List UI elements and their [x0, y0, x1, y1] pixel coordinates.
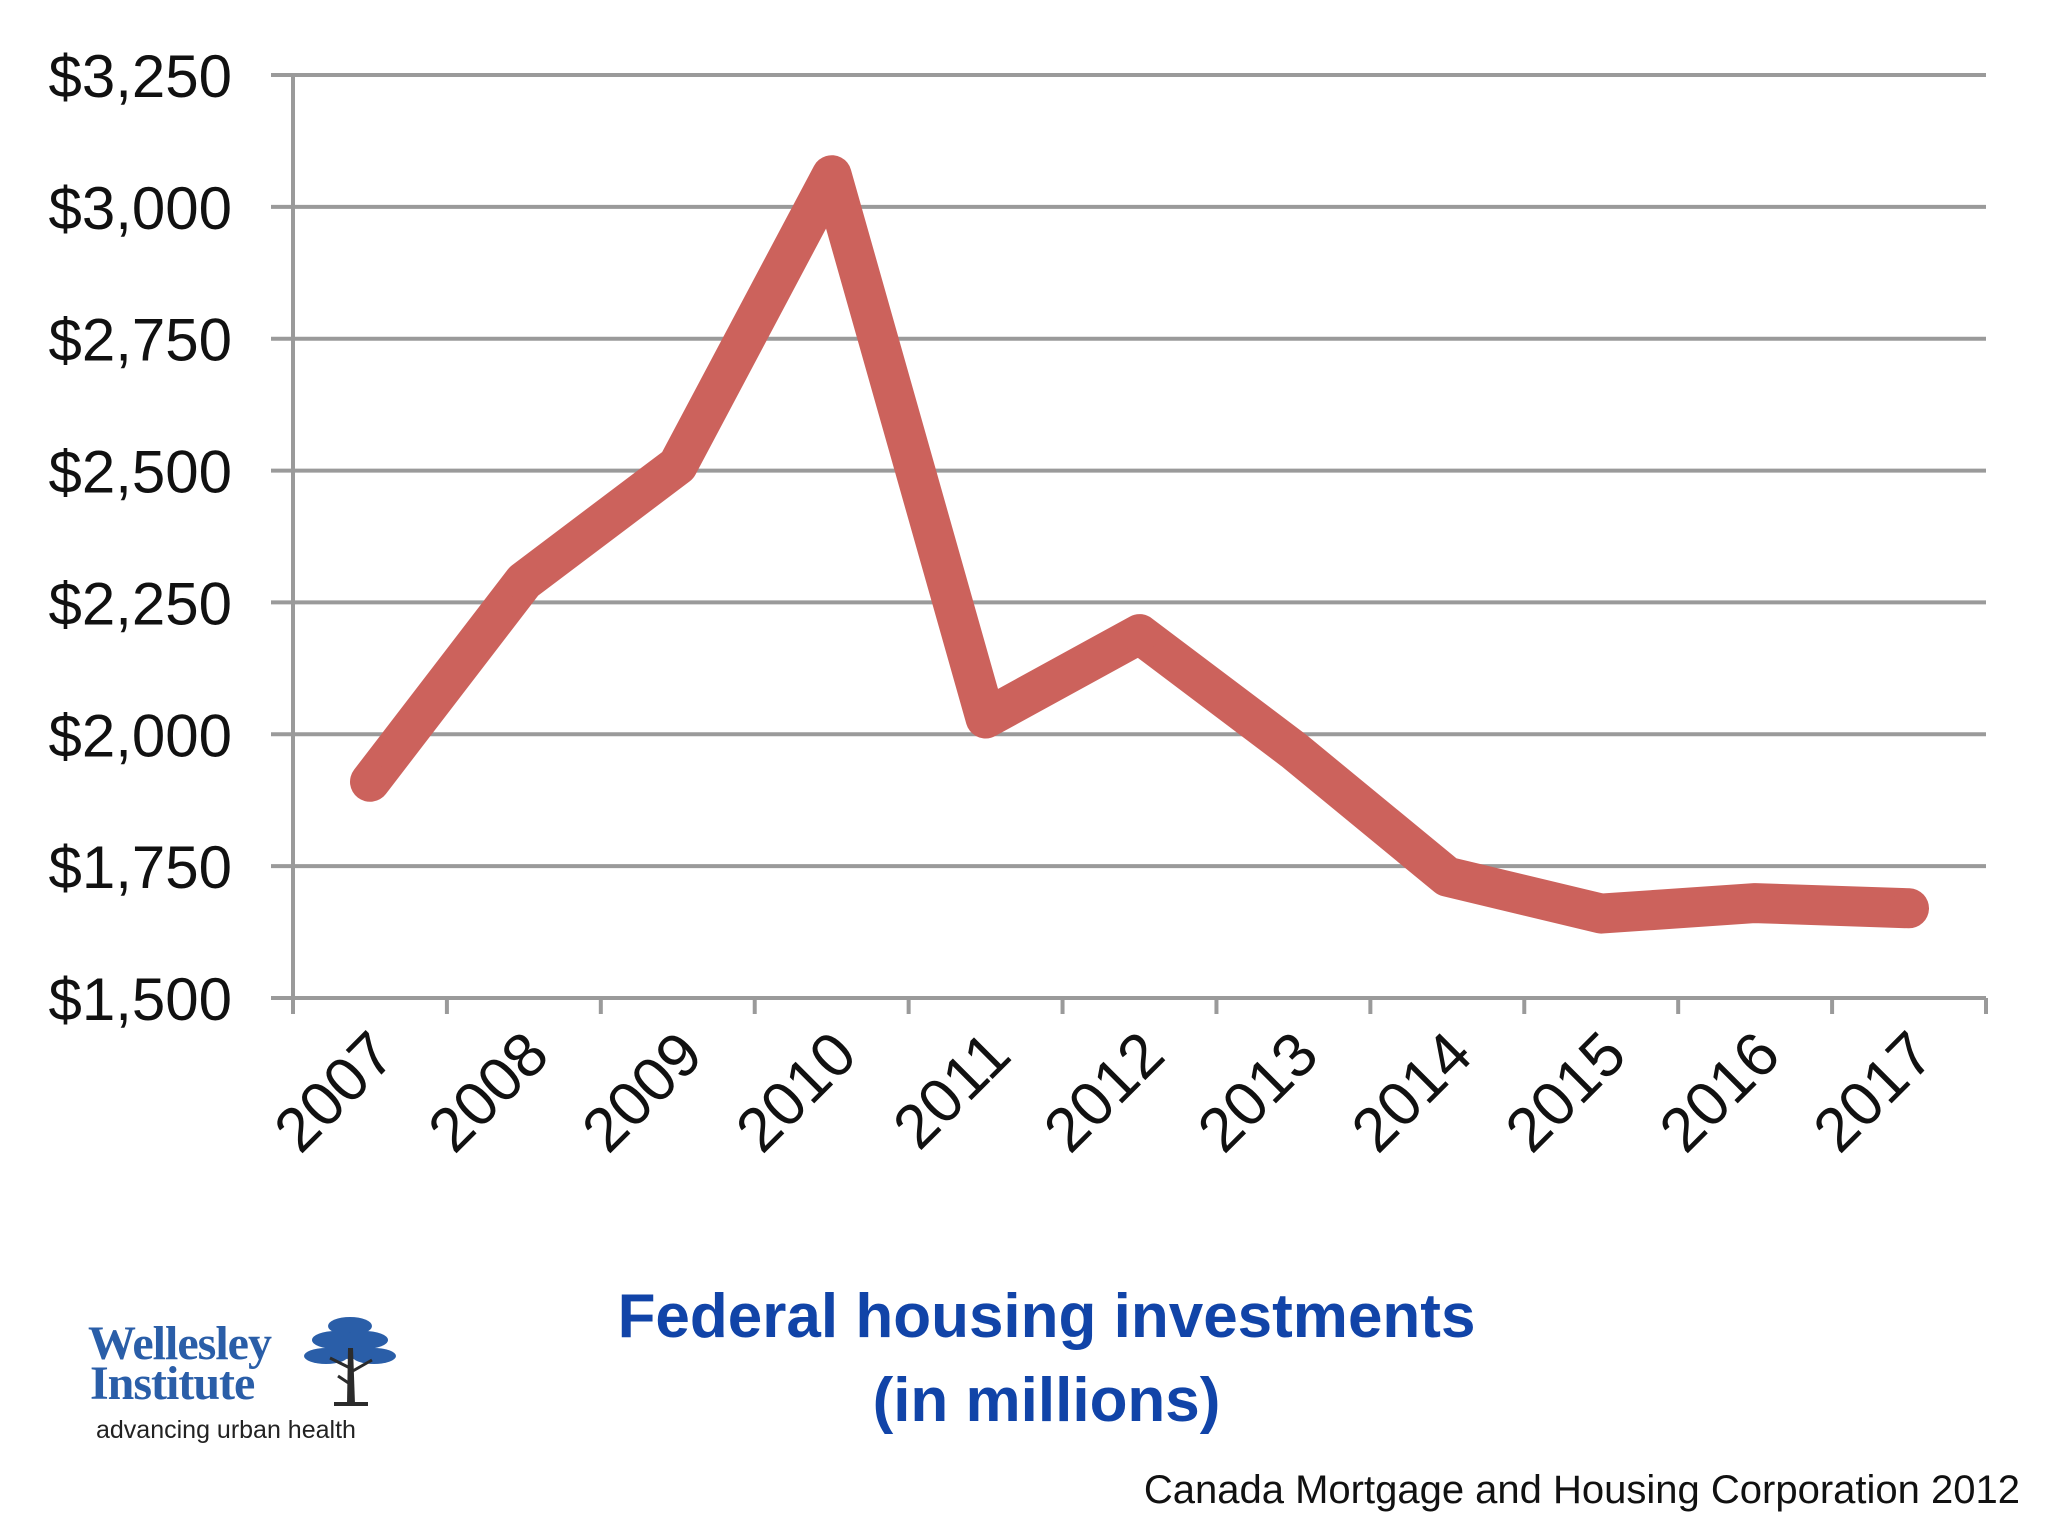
gridlines [293, 73, 1986, 869]
chart-title-line-1: Federal housing investments [617, 1282, 1476, 1351]
data-point [1120, 615, 1159, 654]
axes [271, 73, 1988, 1014]
x-tick-label: 2017 [1801, 1019, 1947, 1165]
source-credit: Canada Mortgage and Housing Corporation … [1143, 1468, 2020, 1512]
y-tick-label: $1,750 [48, 834, 232, 901]
chart-title-line-2: (in millions) [872, 1366, 1221, 1435]
chart-title: Federal housing investments (in millions… [0, 1275, 2048, 1443]
y-tick-label: $2,500 [48, 439, 232, 506]
y-tick-label: $3,250 [48, 43, 232, 110]
data-point [350, 762, 389, 801]
y-tick-label: $2,000 [48, 702, 232, 769]
x-tick-label: 2008 [415, 1019, 561, 1165]
logo-line-2: Institute [90, 1357, 255, 1410]
data-point [966, 699, 1005, 738]
y-tick-labels: $1,500 $1,750 $2,000 $2,250 $2,500 $2,750 $3,0… [48, 43, 232, 1033]
x-tick-label: 2013 [1185, 1019, 1331, 1165]
data-point [1428, 857, 1467, 896]
x-tick-labels: 2007 2008 2009 2010 2011 2012 2013 2014 2015 2016… [262, 1019, 1947, 1165]
data-point [1274, 731, 1313, 770]
wellesley-institute-logo: Wellesley Institute advancing urban heal… [88, 1312, 418, 1444]
x-tick-label: 2009 [569, 1019, 715, 1165]
y-tick-label: $3,000 [48, 175, 232, 242]
data-point [812, 156, 851, 195]
x-tick-label: 2011 [880, 1019, 1023, 1162]
data-point [1890, 889, 1929, 928]
y-tick-label: $1,500 [48, 966, 232, 1033]
x-tick-label: 2016 [1647, 1019, 1793, 1165]
data-point [504, 562, 543, 601]
x-tick-label: 2014 [1339, 1019, 1485, 1165]
data-point [1582, 894, 1621, 933]
tree-icon [304, 1317, 396, 1406]
x-tick-label: 2015 [1493, 1019, 1639, 1165]
series [350, 155, 1929, 934]
x-tick-label: 2012 [1031, 1019, 1177, 1165]
logo-tagline: advancing urban health [96, 1416, 356, 1444]
y-tick-label: $2,250 [48, 570, 232, 637]
logo-line-1: Wellesley [88, 1317, 272, 1370]
x-tick-label: 2010 [723, 1019, 869, 1165]
x-tick-label: 2007 [262, 1019, 408, 1165]
y-tick-label: $2,750 [48, 307, 232, 374]
series-line [350, 155, 1929, 934]
data-point [658, 446, 697, 485]
data-point [1736, 884, 1775, 923]
